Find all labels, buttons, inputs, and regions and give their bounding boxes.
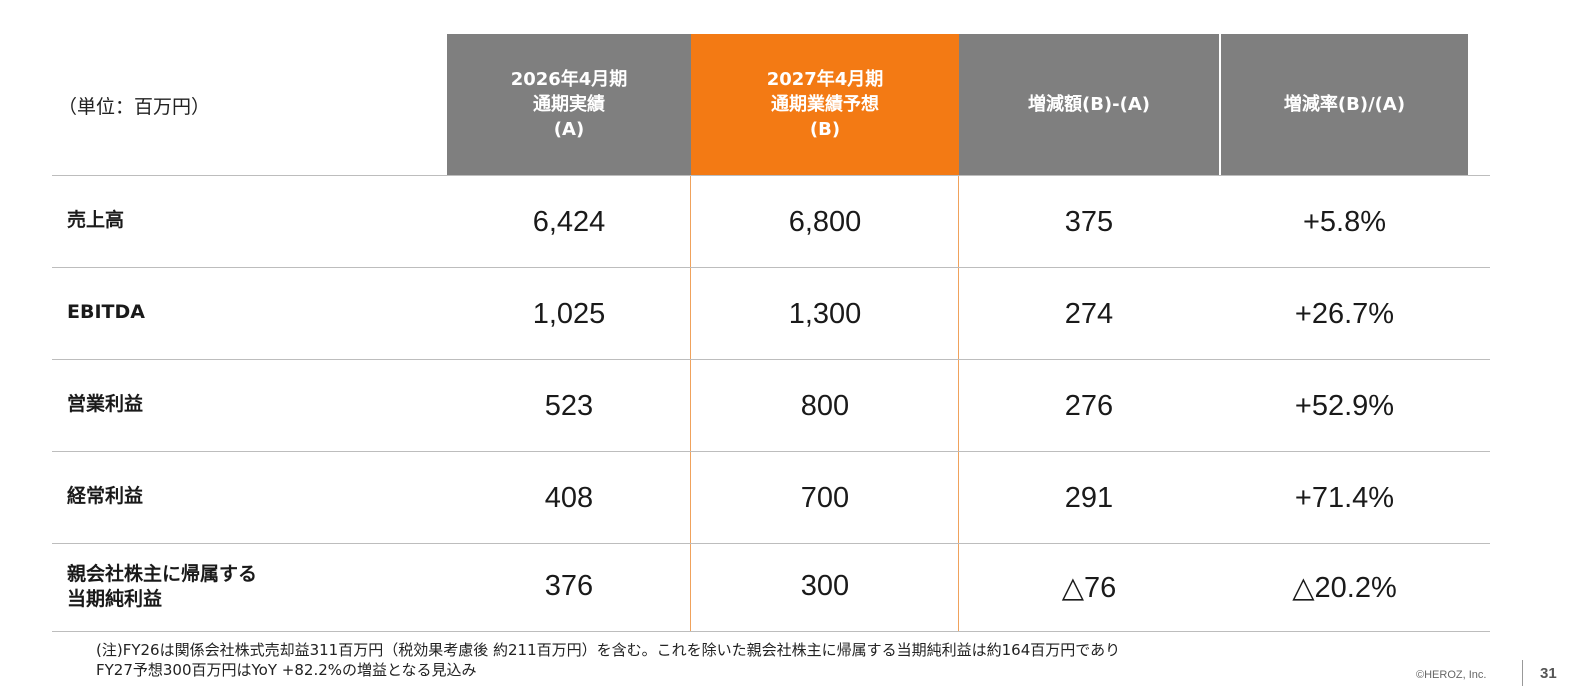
value-rate: +26.7% [1294, 298, 1395, 330]
header-difference: 増減額(B)-(A) [959, 34, 1219, 175]
header-line: (A) [553, 119, 585, 140]
value-rate: +52.9% [1294, 390, 1395, 422]
header-line: 通期業績予想 [771, 94, 879, 115]
unit-label: （単位：百万円） [58, 96, 211, 118]
header-line: 増減率(B)/(A) [1283, 94, 1406, 115]
value-difference: 276 [1064, 390, 1114, 422]
row-label: 親会社株主に帰属する 当期純利益 [67, 562, 257, 612]
footnote: (注)FY26は関係会社株式売却益311百万円（税効果考慮後 約211百万円）を… [96, 640, 1120, 680]
value-fy26: 6,424 [532, 206, 606, 238]
row-label-line: 当期純利益 [67, 588, 163, 610]
value-rate: +5.8% [1302, 206, 1387, 238]
footer-divider [1522, 660, 1523, 686]
value-fy27: 6,800 [788, 206, 862, 238]
row-label: EBITDA [67, 300, 145, 325]
row-label: 営業利益 [67, 392, 143, 417]
row-label-line: 売上高 [67, 209, 125, 231]
table-header-row: （単位：百万円） 2026年4月期 通期実績 (A) 2027年4月期 通期業績… [52, 34, 1490, 175]
footnote-line: (注)FY26は関係会社株式売却益311百万円（税効果考慮後 約211百万円）を… [96, 641, 1121, 659]
header-divider [1219, 34, 1221, 175]
header-line: 2026年4月期 [510, 69, 628, 90]
table-row: 営業利益 523 800 276 +52.9% [52, 359, 1490, 452]
row-label-line: 親会社株主に帰属する [67, 563, 258, 585]
row-label-line: EBITDA [67, 301, 145, 323]
footnote-line: FY27予想300百万円はYoY +82.2%の増益となる見込み [96, 661, 477, 679]
row-label-line: 経常利益 [67, 485, 144, 507]
page-number: 31 [1540, 665, 1557, 682]
value-difference: 375 [1064, 206, 1114, 238]
forecast-column-right-border [958, 175, 959, 631]
table-row: EBITDA 1,025 1,300 274 +26.7% [52, 267, 1490, 360]
header-line: (B) [809, 119, 841, 140]
value-fy27: 800 [800, 390, 850, 422]
row-label: 経常利益 [67, 484, 143, 509]
table-row: 売上高 6,424 6,800 375 +5.8% [52, 175, 1490, 268]
forecast-column-left-border [690, 175, 691, 631]
value-fy27: 300 [800, 570, 850, 602]
value-fy27: 1,300 [788, 298, 862, 330]
value-fy27: 700 [800, 482, 850, 514]
value-difference: 291 [1064, 482, 1114, 514]
header-rate: 増減率(B)/(A) [1221, 34, 1468, 175]
value-rate: △20.2% [1292, 572, 1397, 604]
financial-forecast-table: （単位：百万円） 2026年4月期 通期実績 (A) 2027年4月期 通期業績… [52, 34, 1490, 632]
row-label: 売上高 [67, 208, 124, 233]
value-fy26: 408 [544, 482, 594, 514]
header-fy26-actual: 2026年4月期 通期実績 (A) [447, 34, 691, 175]
header-line: 2027年4月期 [766, 69, 884, 90]
value-difference: 274 [1064, 298, 1114, 330]
table-row: 経常利益 408 700 291 +71.4% [52, 451, 1490, 544]
value-fy26: 376 [544, 570, 594, 602]
table-row: 親会社株主に帰属する 当期純利益 376 300 △76 △20.2% [52, 543, 1490, 632]
header-line: 増減額(B)-(A) [1027, 94, 1151, 115]
row-label-line: 営業利益 [67, 393, 144, 415]
header-fy27-forecast: 2027年4月期 通期業績予想 (B) [691, 34, 959, 175]
value-rate: +71.4% [1294, 482, 1395, 514]
value-fy26: 523 [544, 390, 594, 422]
value-difference: △76 [1061, 572, 1117, 604]
header-line: 通期実績 [533, 94, 605, 115]
copyright: ©HEROZ, Inc. [1416, 669, 1487, 681]
value-fy26: 1,025 [532, 298, 606, 330]
